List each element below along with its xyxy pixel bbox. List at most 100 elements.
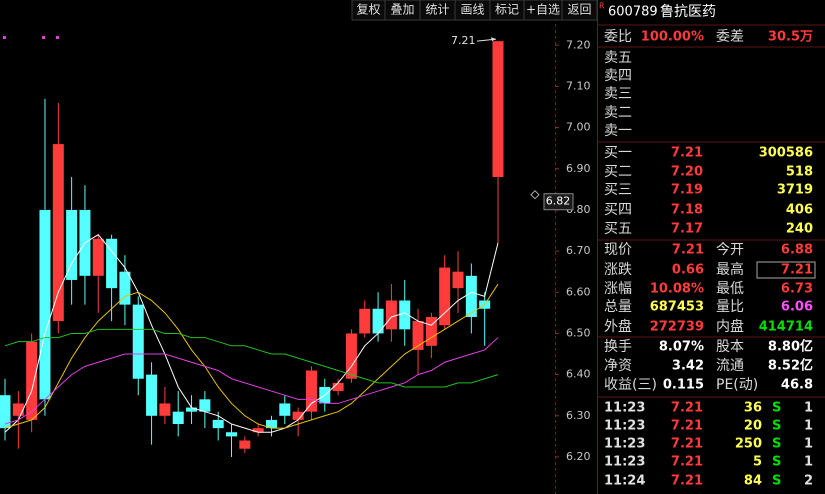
field-label: 流通 [716, 358, 744, 374]
y-tick-label: 6.70 [566, 244, 591, 257]
trade-count: 1 [804, 401, 813, 416]
stock-code: 600789 [608, 5, 658, 20]
field-label: 收益(三) [604, 377, 657, 393]
candle-body [359, 308, 371, 334]
cursor-value: 6.82 [546, 195, 571, 208]
field-value: 6.73 [781, 282, 813, 297]
ask-label: 卖一 [604, 123, 632, 139]
ask-label: 卖三 [604, 86, 632, 102]
candle-body [26, 341, 38, 420]
field-label: 总量 [604, 299, 632, 315]
trade-volume: 20 [744, 419, 762, 434]
field-value: 46.8 [781, 378, 813, 393]
candle-body [425, 316, 437, 346]
field-value: 10.08% [650, 282, 704, 297]
ask-label: 卖二 [604, 105, 632, 121]
trade-side: S [772, 401, 781, 416]
bid-price: 7.17 [671, 222, 703, 237]
bid-volume: 240 [786, 222, 813, 237]
trade-count: 1 [804, 455, 813, 470]
trade-price: 7.21 [671, 474, 703, 489]
field-value: 8.52亿 [768, 358, 813, 374]
moving-average [4, 337, 499, 425]
field-label: 最低 [716, 281, 744, 297]
trade-volume: 5 [753, 455, 762, 470]
toolbar-button-label[interactable]: 标记 [495, 3, 519, 17]
trade-volume: 36 [744, 401, 762, 416]
indicator-dot [56, 36, 59, 39]
candle-body [279, 403, 291, 416]
trade-price: 7.21 [671, 401, 703, 416]
toolbar-button[interactable] [561, 0, 598, 21]
field-value: 0.66 [672, 263, 704, 278]
trade-count: 2 [804, 474, 813, 489]
field-label: 现价 [604, 242, 632, 258]
y-tick-label: 6.20 [566, 450, 591, 463]
candle-body [66, 209, 78, 280]
field-label: 委比 [604, 29, 632, 45]
field-label: 今开 [716, 242, 744, 258]
high-marker-arrowhead [491, 37, 496, 42]
candle-body [399, 300, 411, 330]
field-label: 委差 [716, 29, 744, 45]
candle-body [239, 440, 251, 449]
indicator-dot [42, 36, 45, 39]
field-label: 涨幅 [604, 281, 632, 297]
candle-body [412, 321, 424, 350]
field-value: 414714 [759, 320, 813, 335]
bid-price: 7.20 [671, 165, 703, 180]
toolbar-button-label[interactable]: 统计 [425, 3, 449, 17]
trade-count: 1 [804, 419, 813, 434]
field-label: 换手 [604, 338, 632, 355]
y-tick-label: 6.50 [566, 326, 591, 339]
candle-body [372, 308, 384, 334]
toolbar-button-label[interactable]: 叠加 [390, 3, 414, 17]
candle-body [265, 419, 277, 429]
toolbar-button-label[interactable]: 复权 [356, 3, 380, 17]
toolbar-button-label[interactable]: +自选 [526, 3, 560, 17]
trade-price: 7.21 [671, 419, 703, 434]
candle-body [385, 300, 397, 330]
trade-time: 11:24 [604, 474, 645, 489]
stock-flag: R [599, 2, 605, 11]
field-value: 6.06 [781, 300, 813, 315]
field-label: 股本 [716, 339, 744, 355]
trade-volume: 84 [744, 474, 762, 489]
bid-label: 买一 [604, 145, 632, 161]
high-box [756, 261, 816, 279]
field-value: 6.88 [781, 243, 813, 258]
toolbar-button-label[interactable]: 画线 [460, 3, 484, 17]
y-tick-label: 6.60 [566, 285, 591, 298]
cursor-diamond [530, 190, 540, 200]
cursor-box [543, 193, 574, 211]
y-tick-label: 7.20 [566, 38, 591, 51]
trade-side: S [772, 419, 781, 434]
field-value: 687453 [650, 300, 704, 315]
candle-body [492, 41, 504, 178]
trade-price: 7.21 [671, 455, 703, 470]
bid-label: 买二 [604, 164, 632, 180]
candle-body [52, 144, 64, 322]
candle-body [132, 304, 144, 379]
trade-count: 1 [804, 437, 813, 452]
y-tick-label: 7.00 [566, 121, 591, 134]
bid-volume: 3719 [777, 183, 813, 198]
candle-body [439, 267, 451, 326]
candle-body [0, 395, 11, 429]
candle-body [119, 271, 131, 305]
ask-label: 卖四 [604, 68, 632, 84]
candle-body [186, 407, 198, 412]
trade-time: 11:23 [604, 437, 645, 452]
candle-body [92, 238, 104, 276]
candle-body [305, 370, 317, 412]
bid-volume: 406 [786, 203, 813, 218]
toolbar-button-label[interactable]: 返回 [567, 3, 591, 17]
trade-price: 7.21 [671, 437, 703, 452]
trade-side: S [772, 455, 781, 470]
candle-body [252, 428, 264, 433]
y-tick-label: 6.90 [566, 162, 591, 175]
trade-time: 11:23 [604, 455, 645, 470]
candle-body [332, 382, 344, 392]
field-value: 8.07% [659, 340, 704, 355]
